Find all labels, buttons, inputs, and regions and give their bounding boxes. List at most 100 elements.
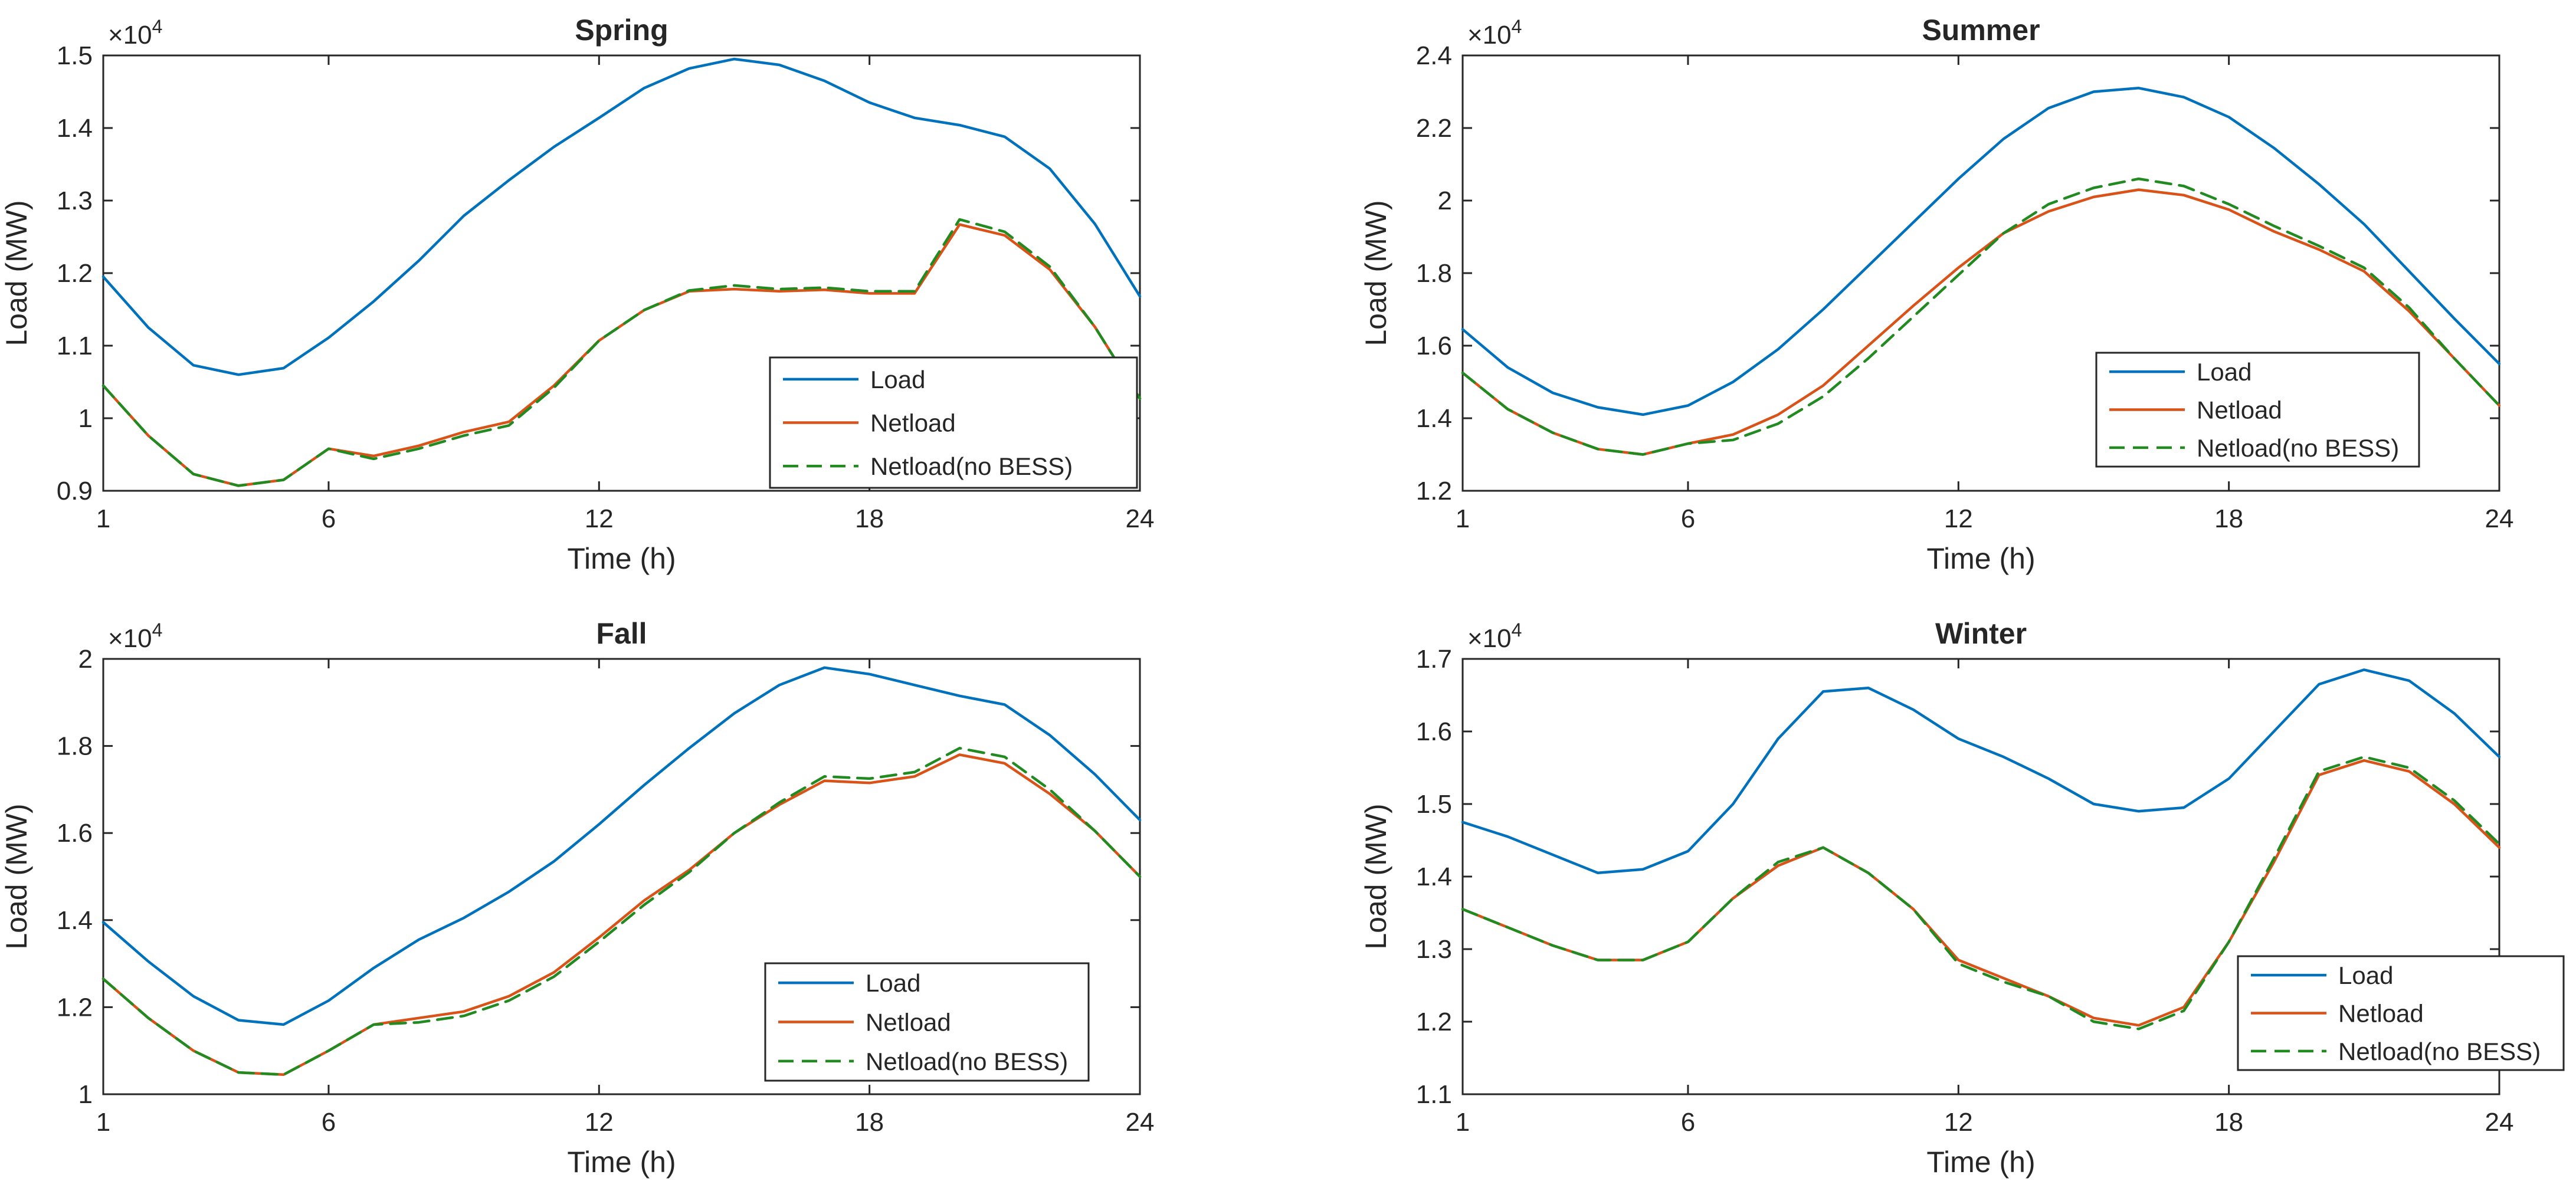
exponent-base: ×10 [108, 21, 152, 50]
exponent-base: ×10 [1467, 624, 1512, 653]
legend: Load Netload Netload(no BESS) [2095, 352, 2420, 468]
y-tick-label: 1 [78, 1080, 93, 1109]
exponent-power: 4 [1512, 619, 1522, 641]
y-tick-label: 2.2 [1416, 114, 1452, 143]
y-tick-label: 1.2 [57, 993, 93, 1022]
chart-title: Spring [575, 14, 668, 47]
series-line-load [1461, 87, 2501, 416]
x-tick-label: 6 [1681, 504, 1695, 533]
subplot-spring: 1 6 12 18 240.911.11.21.31.41.5×104 SpringTim… [0, 14, 1154, 575]
x-tick-label: 12 [1944, 1108, 1973, 1137]
y-axis-label: Load (MW) [0, 200, 33, 346]
exponent-base: ×10 [108, 624, 152, 653]
y-tick-label: 1.1 [1416, 1080, 1452, 1109]
y-tick-label: 1 [78, 404, 93, 433]
series-line-netload [101, 223, 1142, 487]
series-line-netload [1461, 759, 2501, 1027]
x-axis-label: Time (h) [1926, 1146, 2035, 1179]
y-axis-exponent: ×104 [108, 619, 162, 653]
x-tick-label: 18 [855, 504, 884, 533]
y-axis-label: Load (MW) [1359, 200, 1392, 346]
legend-entry: Netload [2197, 396, 2282, 424]
y-tick-label: 1.4 [1416, 404, 1452, 433]
x-tick-label: 6 [322, 1108, 336, 1137]
subplot-summer: 1 6 12 18 24 1.2 1.4 1.6 1.8 2 2.2 2.4 ×104 Summer Tim… [1359, 14, 2513, 575]
series-line-load [1461, 668, 2501, 875]
x-tick-label: 1 [96, 504, 110, 533]
x-tick-label: 18 [2214, 504, 2243, 533]
exponent-power: 4 [1512, 16, 1522, 37]
series-line-load [101, 666, 1142, 1026]
series-line-netload-no-bess [101, 218, 1142, 487]
x-axis-label: Time (h) [567, 1146, 676, 1179]
y-tick-label: 2 [1438, 186, 1452, 215]
legend: Load Netload Netload(no BESS) [764, 962, 1090, 1082]
y-tick-label: 1.4 [57, 114, 93, 143]
y-axis-exponent: ×104 [1467, 16, 1522, 50]
chart-title: Winter [1935, 617, 2027, 650]
subplot-winter: 1 6 12 18 24 1.1 1.2 1.3 1.4 1.5 1.6 1.7 ×104 Winter T… [1359, 617, 2565, 1179]
y-tick-label: 1.8 [57, 732, 93, 761]
x-tick-label: 24 [1126, 504, 1155, 533]
y-tick-label: 1.3 [1416, 935, 1452, 964]
legend-entry: Netload(no BESS) [866, 1048, 1068, 1075]
x-tick-label: 6 [1681, 1108, 1695, 1137]
x-tick-label: 12 [585, 504, 614, 533]
legend-entry: Netload [870, 409, 956, 437]
y-tick-label: 1.1 [57, 332, 93, 360]
y-tick-label: 1.5 [1416, 790, 1452, 819]
x-tick-label: 18 [855, 1108, 884, 1137]
y-tick-label: 1.7 [1416, 645, 1452, 674]
x-axis-label: Time (h) [1926, 542, 2035, 575]
exponent-power: 4 [152, 619, 163, 641]
x-axis-label: Time (h) [567, 542, 676, 575]
y-tick-label: 1.4 [57, 906, 93, 935]
series-line-netload-no-bess [1461, 177, 2501, 456]
y-tick-label: 1.8 [1416, 259, 1452, 288]
y-tick-label: 1.6 [1416, 332, 1452, 360]
y-tick-label: 1.2 [1416, 477, 1452, 506]
chart-title: Summer [1922, 14, 2040, 47]
exponent-base: ×10 [1467, 21, 1512, 50]
y-tick-label: 2.4 [1416, 41, 1452, 70]
y-axis-label: Load (MW) [0, 803, 33, 949]
y-axis-exponent: ×104 [108, 16, 162, 50]
y-tick-label: 1.4 [1416, 862, 1452, 891]
legend-entry: Load [870, 366, 925, 393]
legend-entry: Load [866, 969, 920, 997]
x-tick-label: 24 [1126, 1108, 1155, 1137]
series-line-netload-no-bess [1461, 755, 2501, 1031]
x-tick-label: 24 [2485, 504, 2514, 533]
y-tick-label: 1.2 [1416, 1008, 1452, 1036]
x-tick-label: 18 [2214, 1108, 2243, 1137]
y-axis-label: Load (MW) [1359, 803, 1392, 949]
legend-entry: Netload(no BESS) [870, 452, 1073, 480]
y-tick-label: 2 [78, 645, 93, 674]
legend-entry: Netload(no BESS) [2338, 1038, 2541, 1065]
x-tick-label: 6 [322, 504, 336, 533]
chart-title: Fall [596, 617, 647, 650]
y-tick-label: 1.3 [57, 186, 93, 215]
y-axis-exponent: ×104 [1467, 619, 1522, 653]
series-line-netload-no-bess [101, 747, 1142, 1077]
x-tick-label: 1 [1456, 1108, 1470, 1137]
y-tick-label: 1.5 [57, 41, 93, 70]
legend: Load Netload Netload(no BESS) [769, 356, 1138, 489]
subplot-fall: 1 6 12 18 24 1 1.2 1.4 1.6 1.8 2 ×104 Fall Time (h) Lo… [0, 617, 1154, 1179]
y-tick-label: 1.6 [57, 819, 93, 848]
x-tick-label: 24 [2485, 1108, 2514, 1137]
y-tick-label: 0.9 [57, 477, 93, 506]
y-tick-label: 1.2 [57, 259, 93, 288]
legend-entry: Netload(no BESS) [2197, 434, 2399, 462]
x-tick-label: 12 [585, 1108, 614, 1137]
y-tick-label: 1.6 [1416, 717, 1452, 746]
legend-entry: Load [2338, 962, 2393, 989]
x-tick-label: 12 [1944, 504, 1973, 533]
legend-entry: Load [2197, 358, 2251, 386]
legend-entry: Netload [866, 1009, 951, 1036]
x-tick-label: 1 [96, 1108, 110, 1137]
legend: Load Netload Netload(no BESS) [2237, 955, 2565, 1071]
legend-entry: Netload [2338, 1000, 2424, 1028]
x-tick-label: 1 [1456, 504, 1470, 533]
